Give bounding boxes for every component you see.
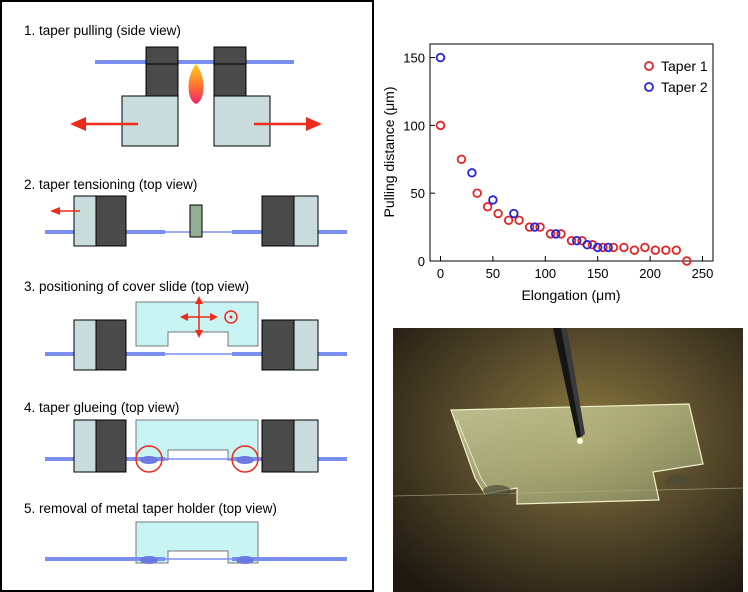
legend-label-taper-1: Taper 1 [661, 58, 708, 74]
data-point-taper-1 [650, 245, 661, 255]
x-tick-label: 0 [437, 266, 444, 281]
step-5-label: 5. removal of metal taper holder (top vi… [24, 501, 277, 516]
y-tick-label: 0 [418, 254, 425, 269]
data-points [435, 52, 692, 266]
data-point-taper-1 [456, 154, 467, 164]
data-point-taper-1 [629, 245, 640, 255]
glue-drop [140, 456, 158, 464]
data-point-taper-2 [435, 52, 446, 63]
fabrication-steps-panel: 1. taper pulling (side view) 2. taper te… [0, 0, 374, 592]
x-tick-label: 100 [534, 266, 556, 281]
glue-drop [236, 556, 254, 564]
stage-left [121, 95, 179, 147]
glue-drop [140, 556, 158, 564]
data-point-taper-2 [467, 168, 477, 178]
axis-ticks: 0 50 100 150 200 250 0 50 100 150 [403, 51, 713, 281]
y-axis-label: Pulling distance (μm) [381, 86, 397, 217]
data-point-taper-1 [435, 120, 446, 131]
data-point-taper-1 [472, 188, 482, 198]
legend: Taper 1 Taper 2 [644, 58, 708, 95]
tweezer-tip [553, 328, 583, 438]
step-3-label: 3. positioning of cover slide (top view) [24, 279, 249, 294]
x-tick-label: 150 [587, 266, 609, 281]
data-point-taper-2 [509, 208, 519, 219]
y-tick-label: 100 [403, 118, 425, 133]
x-tick-label: 200 [639, 266, 661, 281]
clamp-right [213, 46, 247, 97]
data-point-taper-2 [593, 242, 603, 253]
glue-marker-circle [231, 445, 259, 473]
legend-marker-taper-2 [644, 82, 654, 92]
panel-border [0, 0, 374, 592]
glue-marker-circle [135, 445, 163, 473]
data-point-taper-1 [566, 235, 577, 246]
data-point-taper-1 [556, 229, 566, 239]
clamp-left [145, 46, 179, 97]
step-5-diagram [45, 521, 347, 564]
glue-spot-photo [665, 475, 693, 487]
tension-weight [189, 204, 203, 238]
legend-label-taper-2: Taper 2 [661, 79, 708, 95]
plot-frame [429, 43, 714, 262]
x-axis-label: Elongation (μm) [521, 287, 620, 303]
step-1-diagram [70, 46, 322, 147]
cover-slide-photo [450, 403, 704, 505]
data-point-taper-2 [551, 229, 561, 239]
glue-spot-photo [483, 485, 511, 497]
data-point-taper-1 [535, 222, 545, 232]
taper-photo [393, 328, 743, 592]
data-point-taper-1 [493, 208, 503, 219]
light-glint [577, 438, 583, 444]
y-tick-label: 50 [411, 186, 425, 201]
step-4-label: 4. taper glueing (top view) [24, 400, 179, 415]
x-tick-label: 250 [692, 266, 714, 281]
data-point-taper-1 [503, 215, 514, 226]
data-point-taper-2 [530, 222, 540, 232]
data-point-taper-2 [572, 235, 582, 246]
data-point-taper-2 [488, 195, 498, 205]
data-point-taper-1 [524, 222, 535, 232]
step-1-label: 1. taper pulling (side view) [24, 23, 181, 38]
data-point-taper-1 [608, 242, 619, 253]
data-point-taper-2 [582, 240, 592, 250]
x-tick-label: 50 [486, 266, 500, 281]
data-point-taper-1 [545, 229, 556, 239]
legend-marker-taper-1 [644, 61, 654, 71]
data-point-taper-1 [619, 242, 629, 253]
elongation-chart: 0 50 100 150 200 250 0 50 100 150 Elongation (μm)… [381, 43, 714, 303]
glue-drop [236, 456, 254, 464]
flame-icon [188, 64, 204, 104]
stage-right [213, 95, 271, 147]
data-point-taper-1 [640, 242, 650, 253]
data-point-taper-1 [661, 245, 671, 255]
step-3-diagram [45, 296, 347, 371]
data-point-taper-1 [598, 242, 608, 253]
data-point-taper-2 [603, 242, 613, 253]
step-2-diagram [45, 195, 347, 247]
data-point-taper-1 [514, 215, 524, 226]
step-2-label: 2. taper tensioning (top view) [24, 177, 197, 192]
step-4-diagram [45, 419, 347, 473]
data-point-taper-1 [682, 256, 692, 266]
data-point-taper-1 [482, 202, 493, 212]
data-point-taper-1 [671, 245, 682, 255]
out-of-plane-icon [224, 310, 238, 324]
positioning-arrows [180, 296, 218, 338]
y-tick-label: 150 [403, 51, 425, 66]
